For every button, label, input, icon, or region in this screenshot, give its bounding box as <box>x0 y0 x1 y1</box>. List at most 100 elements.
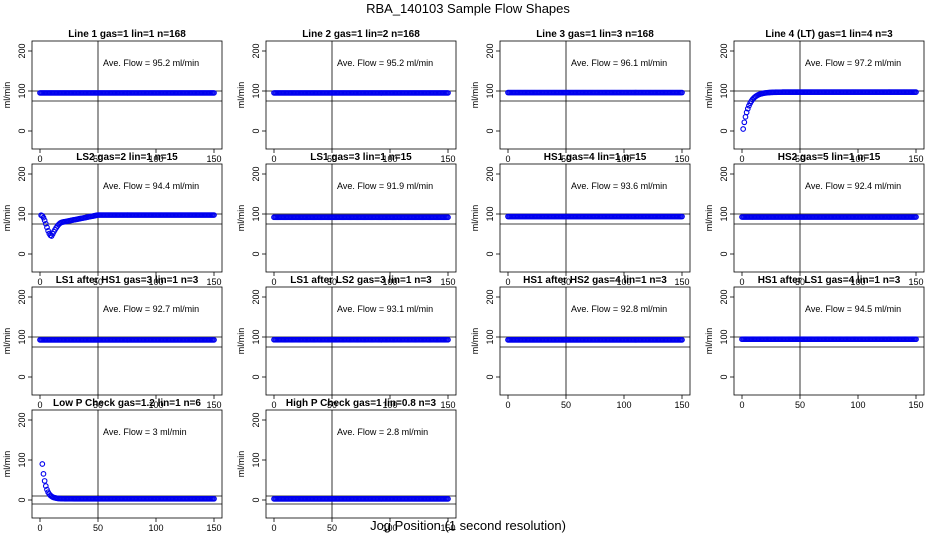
data-series <box>505 213 685 220</box>
data-series <box>271 214 451 221</box>
y-tick-label: 0 <box>251 497 261 502</box>
x-tick-label: 150 <box>206 277 221 287</box>
y-tick-label: 200 <box>251 289 261 304</box>
data-point <box>40 214 47 221</box>
x-tick-label: 50 <box>93 277 103 287</box>
x-tick-label: 150 <box>206 154 221 164</box>
x-tick-label: 100 <box>382 154 397 164</box>
figure-x-axis-label: Jog Position (1 second resolution) <box>370 518 566 533</box>
data-series <box>740 89 919 132</box>
data-point <box>679 337 685 343</box>
x-tick-label: 150 <box>440 277 455 287</box>
y-tick-label: 100 <box>719 83 729 98</box>
plot-frame <box>31 409 223 519</box>
x-tick-label: 100 <box>382 277 397 287</box>
x-tick-label: 100 <box>850 400 865 410</box>
x-tick-label: 0 <box>505 154 510 164</box>
x-tick-label: 50 <box>795 400 805 410</box>
x-tick-label: 0 <box>37 523 42 533</box>
y-tick-label: 100 <box>17 329 27 344</box>
x-tick-label: 50 <box>795 277 805 287</box>
data-point <box>913 336 919 343</box>
chart-panel-13: Low P Check gas=1.2 lin=1 n=6 0 50 100 150 0 1… <box>2 398 223 533</box>
y-tick-label: 100 <box>17 452 27 467</box>
y-tick-label: 200 <box>719 43 729 58</box>
panel-title: Line 4 (LT) gas=1 lin=4 n=3 <box>765 29 893 40</box>
x-tick-label: 100 <box>850 277 865 287</box>
panel-title: LS1 gas=3 lin=1 n=15 <box>310 152 412 163</box>
y-tick-label: 0 <box>485 374 495 379</box>
plot-frame <box>733 40 925 150</box>
data-point <box>913 214 919 220</box>
y-axis-label: ml/min <box>236 82 246 109</box>
x-tick-label: 0 <box>505 277 510 287</box>
y-axis-label: ml/min <box>470 205 480 232</box>
x-tick-label: 100 <box>616 154 631 164</box>
data-series <box>37 90 217 96</box>
x-tick-label: 150 <box>674 277 689 287</box>
data-point <box>44 224 50 231</box>
y-tick-label: 200 <box>251 412 261 427</box>
chart-panel-8: HS2 gas=5 lin=1 n=15 0 50 100 150 0 100 200 ml/m… <box>704 152 925 287</box>
data-series <box>38 212 217 239</box>
data-point <box>743 109 750 116</box>
data-point <box>679 213 685 220</box>
data-point <box>41 478 48 484</box>
panel-title: Line 3 gas=1 lin=3 n=168 <box>536 29 654 40</box>
y-tick-label: 200 <box>17 412 27 427</box>
data-point <box>211 90 217 96</box>
y-tick-label: 100 <box>485 206 495 221</box>
data-point <box>42 483 49 489</box>
avg-flow-annotation: Ave. Flow = 94.5 ml/min <box>805 304 901 314</box>
x-tick-label: 100 <box>148 400 163 410</box>
y-tick-label: 0 <box>17 374 27 379</box>
x-tick-label: 0 <box>505 400 510 410</box>
x-tick-label: 50 <box>327 400 337 410</box>
y-tick-label: 0 <box>251 251 261 256</box>
chart-panel-10: LS1 after LS2 gas=3 lin=1 n=3 0 50 100 150 0 1… <box>236 275 457 410</box>
data-series <box>271 336 451 343</box>
data-point <box>445 336 451 343</box>
y-axis-label: ml/min <box>2 82 12 109</box>
y-tick-label: 100 <box>719 329 729 344</box>
x-tick-label: 100 <box>148 523 163 533</box>
y-tick-label: 0 <box>719 251 729 256</box>
avg-flow-annotation: Ave. Flow = 3 ml/min <box>103 427 187 437</box>
y-tick-label: 0 <box>251 374 261 379</box>
figure-title: RBA_140103 Sample Flow Shapes <box>366 1 570 16</box>
data-point <box>741 119 748 126</box>
plot-frame <box>265 40 457 150</box>
x-tick-label: 50 <box>327 154 337 164</box>
data-series <box>37 337 217 343</box>
y-axis-label: ml/min <box>2 451 12 478</box>
data-point <box>211 337 217 343</box>
data-point <box>39 461 46 467</box>
x-tick-label: 0 <box>739 154 744 164</box>
x-tick-label: 50 <box>93 523 103 533</box>
y-tick-label: 200 <box>485 289 495 304</box>
data-series <box>271 496 451 502</box>
x-tick-label: 0 <box>37 154 42 164</box>
y-tick-label: 100 <box>17 83 27 98</box>
y-axis-label: ml/min <box>2 328 12 355</box>
y-tick-label: 100 <box>251 329 261 344</box>
y-axis-label: ml/min <box>2 205 12 232</box>
y-tick-label: 100 <box>17 206 27 221</box>
x-tick-label: 150 <box>908 400 923 410</box>
data-point <box>742 113 749 120</box>
x-tick-label: 100 <box>148 277 163 287</box>
x-tick-label: 0 <box>739 400 744 410</box>
avg-flow-annotation: Ave. Flow = 95.2 ml/min <box>103 58 199 68</box>
x-tick-label: 100 <box>616 277 631 287</box>
data-series <box>505 89 685 96</box>
plot-frame <box>31 40 223 150</box>
plot-frame <box>499 163 691 273</box>
chart-panel-11: HS1 after HS2 gas=4 lin=1 n=3 0 50 100 150 0 1… <box>470 275 691 410</box>
data-point <box>41 217 48 224</box>
x-tick-label: 150 <box>440 400 455 410</box>
data-point <box>744 105 751 112</box>
y-tick-label: 0 <box>719 374 729 379</box>
plot-frame <box>499 286 691 396</box>
x-tick-label: 50 <box>93 400 103 410</box>
